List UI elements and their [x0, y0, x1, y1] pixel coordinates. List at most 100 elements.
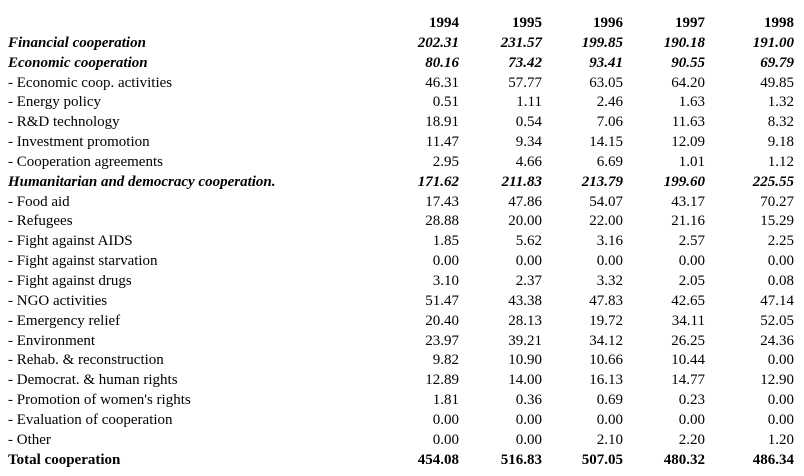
- cell-value: 14.77: [671, 372, 705, 389]
- table-row: - Environment 23.97 39.21 34.12 26.25 24.36: [8, 332, 800, 352]
- cell-value: 52.05: [760, 312, 794, 329]
- cell-value: 90.55: [671, 54, 705, 71]
- table-row: - Other 0.00 0.00 2.10 2.20 1.20: [8, 431, 800, 451]
- cell-value: 211.83: [501, 173, 542, 190]
- row-label: - Food aid: [8, 193, 70, 210]
- cell-value: 11.63: [671, 114, 705, 131]
- table-row: - Economic coop. activities 46.31 57.77 63.…: [8, 74, 800, 94]
- cell-value: 0.54: [515, 114, 542, 131]
- row-label: - Democrat. & human rights: [8, 372, 178, 389]
- cell-value: 2.37: [515, 272, 542, 289]
- cell-value: 3.10: [432, 272, 459, 289]
- cell-value: 34.11: [671, 312, 705, 329]
- column-header-year: 1996: [593, 15, 623, 31]
- cell-value: 0.00: [432, 411, 459, 428]
- cell-value: 34.12: [589, 332, 623, 349]
- cell-value: 10.90: [508, 352, 542, 369]
- cell-value: 28.13: [508, 312, 542, 329]
- cell-value: 80.16: [425, 54, 459, 71]
- cell-value: 199.60: [663, 173, 705, 190]
- cell-value: 6.69: [596, 153, 623, 170]
- cell-value: 0.00: [767, 392, 794, 409]
- cell-value: 64.20: [671, 74, 705, 91]
- table-row: - Refugees 28.88 20.00 22.00 21.16 15.29: [8, 212, 800, 232]
- cell-value: 0.00: [432, 253, 459, 270]
- cell-value: 39.21: [508, 332, 542, 349]
- table-row: - Promotion of women's rights 1.81 0.36 0.6…: [8, 391, 800, 411]
- cell-value: 93.41: [589, 54, 623, 71]
- cell-value: 9.18: [767, 134, 794, 151]
- cell-value: 73.42: [508, 54, 542, 71]
- row-label: - Emergency relief: [8, 312, 121, 329]
- cell-value: 14.15: [589, 134, 623, 151]
- cell-value: 1.20: [767, 431, 794, 448]
- table-row: - Fight against starvation 0.00 0.00 0.00 0.…: [8, 252, 800, 272]
- table-row: - NGO activities 51.47 43.38 47.83 42.65 47.1…: [8, 292, 800, 312]
- cell-value: 12.89: [425, 372, 459, 389]
- cell-value: 0.36: [515, 392, 542, 409]
- cell-value: 22.00: [589, 213, 623, 230]
- cell-value: 3.32: [596, 272, 623, 289]
- cell-value: 9.82: [432, 352, 459, 369]
- row-label: - Fight against AIDS: [8, 233, 133, 250]
- cell-value: 10.66: [589, 352, 623, 369]
- cell-value: 57.77: [508, 74, 542, 91]
- cell-value: 19.72: [589, 312, 623, 329]
- cell-value: 43.38: [508, 292, 542, 309]
- table-row: - Investment promotion 11.47 9.34 14.15 12.0…: [8, 133, 800, 153]
- cell-value: 507.05: [581, 451, 623, 468]
- cell-value: 486.34: [752, 451, 794, 468]
- cell-value: 2.57: [678, 233, 705, 250]
- row-label: Humanitarian and democracy cooperation.: [8, 173, 276, 190]
- row-label: - Evaluation of cooperation: [8, 411, 173, 428]
- cell-value: 1.32: [767, 94, 794, 111]
- table-row: - Cooperation agreements 2.95 4.66 6.69 1.01…: [8, 153, 800, 173]
- cell-value: 454.08: [417, 451, 459, 468]
- cell-value: 17.43: [425, 193, 459, 210]
- table-row: - Energy policy 0.51 1.11 2.46 1.63 1.32: [8, 93, 800, 113]
- cell-value: 202.31: [417, 34, 459, 51]
- cell-value: 2.46: [596, 94, 623, 111]
- cell-value: 10.44: [671, 352, 705, 369]
- cell-value: 480.32: [663, 451, 705, 468]
- cell-value: 23.97: [425, 332, 459, 349]
- cell-value: 47.14: [760, 292, 794, 309]
- cell-value: 0.00: [515, 431, 542, 448]
- cell-value: 49.85: [760, 74, 794, 91]
- cell-value: 46.31: [425, 74, 459, 91]
- cell-value: 63.05: [589, 74, 623, 91]
- row-label: - Economic coop. activities: [8, 74, 173, 91]
- cell-value: 9.34: [515, 134, 542, 151]
- row-label: - Cooperation agreements: [8, 153, 163, 170]
- cell-value: 2.20: [678, 431, 705, 448]
- cell-value: 1.12: [767, 153, 794, 170]
- cell-value: 14.00: [508, 372, 542, 389]
- cell-value: 0.00: [678, 411, 705, 428]
- cell-value: 0.00: [596, 411, 623, 428]
- cell-value: 0.00: [515, 253, 542, 270]
- table-row: - Fight against drugs 3.10 2.37 3.32 2.05 0.0…: [8, 272, 800, 292]
- table-row: - Fight against AIDS 1.85 5.62 3.16 2.57 2.25: [8, 232, 800, 252]
- cell-value: 21.16: [671, 213, 705, 230]
- cell-value: 70.27: [760, 193, 794, 210]
- total-row: Total cooperation 454.08 516.83 507.05 480.3…: [8, 451, 800, 471]
- cell-value: 0.51: [432, 94, 459, 111]
- cell-value: 2.95: [432, 153, 459, 170]
- cell-value: 47.86: [508, 193, 542, 210]
- cell-value: 20.40: [425, 312, 459, 329]
- cell-value: 0.00: [767, 352, 794, 369]
- cell-value: 0.08: [767, 272, 794, 289]
- cell-value: 12.90: [760, 372, 794, 389]
- cell-value: 190.18: [663, 34, 705, 51]
- table-row: - Emergency relief 20.40 28.13 19.72 34.11 52…: [8, 312, 800, 332]
- cell-value: 54.07: [589, 193, 623, 210]
- cell-value: 199.85: [581, 34, 623, 51]
- cell-value: 4.66: [515, 153, 542, 170]
- row-label: - Fight against drugs: [8, 272, 132, 289]
- header-label-spacer: [8, 14, 393, 34]
- cell-value: 8.32: [767, 114, 794, 131]
- row-label: - R&D technology: [8, 114, 120, 131]
- row-label: - Refugees: [8, 213, 73, 230]
- cell-value: 2.05: [678, 272, 705, 289]
